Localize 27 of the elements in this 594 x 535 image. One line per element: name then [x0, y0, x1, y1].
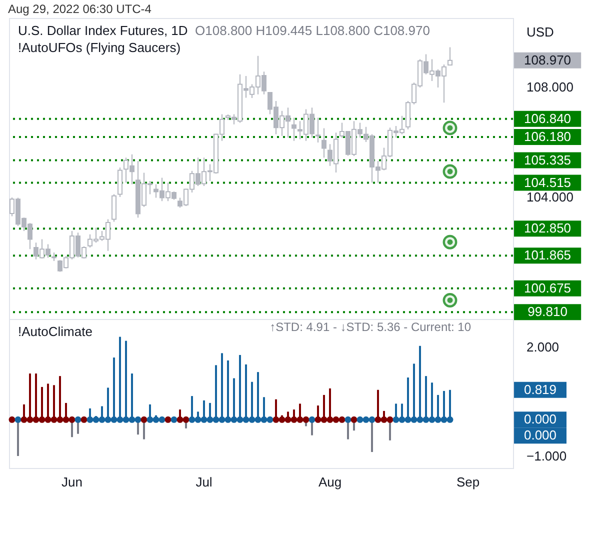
- text: !AutoUFOs (Flying Saucers): [18, 40, 181, 56]
- ref-line-label: 105.335: [524, 152, 572, 168]
- ref-line-label: 102.850: [524, 220, 572, 236]
- y-axis-title: USD: [526, 24, 554, 40]
- y-tick-label: −1.000: [526, 448, 567, 464]
- annotation: ↑STD: 4.91 - ↓STD: 5.36 - Current: 10: [270, 319, 471, 335]
- text: 0.000: [524, 428, 557, 443]
- ref-line-label: 106.840: [524, 110, 572, 126]
- chart-title: !AutoClimate: [18, 324, 92, 339]
- annotation: O108.800 H109.445 L108.800 C108.970: [195, 23, 430, 38]
- y-tick-label: 104.000: [526, 189, 574, 204]
- ref-line-label: 104.515: [524, 174, 572, 190]
- ref-line-label: 101.865: [524, 248, 572, 263]
- chart-title: U.S. Dollar Index Futures, 1D: [18, 23, 188, 38]
- x-tick-label: Aug: [318, 474, 342, 490]
- text: Aug 29, 2022 06:30 UTC-4: [8, 1, 152, 17]
- ref-line-label: 100.675: [524, 280, 572, 296]
- text: 0.819: [524, 382, 557, 397]
- x-tick-label: Jul: [196, 474, 212, 490]
- text: 108.970: [524, 52, 572, 68]
- y-tick-label: 2.000: [526, 339, 560, 354]
- y-tick-label: 108.000: [526, 79, 574, 94]
- x-tick-label: Sep: [456, 474, 480, 490]
- x-tick-label: Jun: [62, 474, 82, 490]
- ref-line-label: 99.810: [528, 304, 568, 320]
- text: 0.000: [524, 412, 557, 427]
- ref-line-label: 106.180: [524, 129, 572, 144]
